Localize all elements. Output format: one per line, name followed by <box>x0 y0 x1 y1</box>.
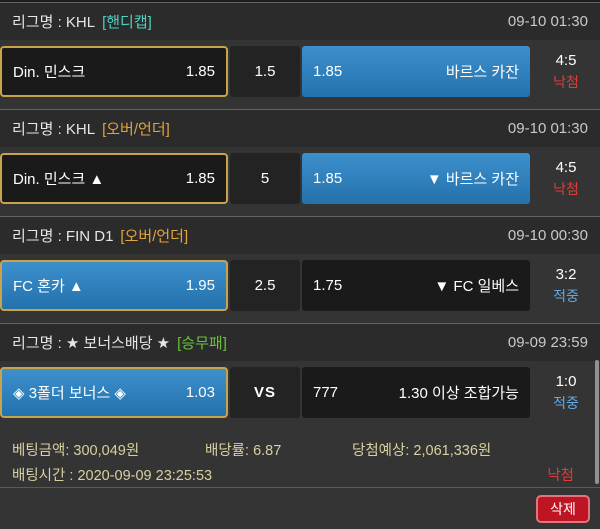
away-team-name: ▼ 바르스 카잔 <box>426 171 519 188</box>
match-datetime: 09-10 01:30 <box>507 120 588 137</box>
line-cell[interactable]: 2.5 <box>230 260 300 311</box>
score: 3:2 <box>555 265 577 283</box>
away-pick-cell[interactable]: 1.85 ▼ 바르스 카잔 <box>302 153 530 204</box>
away-team-name: ▼ FC 일베스 <box>434 278 519 295</box>
bet-section-1: 리그명 : KHL [핸디캡] 09-10 01:30 Din. 민스크 1.8… <box>0 2 600 99</box>
line-value: 1.5 <box>254 63 276 80</box>
line-cell[interactable]: 1.5 <box>230 46 300 97</box>
match-datetime: 09-09 23:59 <box>507 334 588 351</box>
match-row: ◈ 3폴더 보너스 ◈ 1.03 VS 777 1.30 이상 조합가능 1:0… <box>0 365 600 420</box>
home-odds: 1.85 <box>185 170 215 187</box>
overall-result-badge: 낙첨 <box>547 468 574 484</box>
result-badge: 적중 <box>553 394 579 411</box>
match-datetime: 09-10 01:30 <box>507 13 588 30</box>
home-team-name: Din. 민스크 <box>13 64 86 81</box>
away-odds: 1.85 <box>313 63 343 80</box>
home-pick-cell[interactable]: Din. 민스크 ▲ 1.85 <box>0 153 228 204</box>
home-team-name: FC 혼카 ▲ <box>13 278 84 295</box>
result-badge: 낙첨 <box>553 73 579 90</box>
home-pick-cell[interactable]: Din. 민스크 1.85 <box>0 46 228 97</box>
away-team-name: 1.30 이상 조합가능 <box>398 385 519 402</box>
league-info: 리그명 : KHL [핸디캡] <box>12 11 152 32</box>
score-cell: 1:0 적중 <box>532 373 600 413</box>
away-odds: 1.85 <box>313 170 343 187</box>
league-name: 리그명 : FIN D1 <box>12 228 114 245</box>
match-row: Din. 민스크 ▲ 1.85 5 1.85 ▼ 바르스 카잔 4:5 낙첨 <box>0 151 600 206</box>
summary-line-1: 베팅금액: 300,049원 배당률: 6.87 당첨예상: 2,061,336… <box>12 437 588 462</box>
score-cell: 3:2 적중 <box>532 266 600 306</box>
match-datetime: 09-10 00:30 <box>507 227 588 244</box>
section-header: 리그명 : KHL [핸디캡] 09-10 01:30 <box>0 2 600 40</box>
league-name: 리그명 : ★ 보너스배당 ★ <box>12 335 171 352</box>
home-odds: 1.85 <box>185 63 215 80</box>
result-badge: 낙첨 <box>553 180 579 197</box>
home-odds: 1.95 <box>185 277 215 294</box>
line-cell: VS <box>230 367 300 418</box>
summary-line-2: 배팅시간 : 2020-09-09 23:25:53 낙첨 <box>12 462 588 487</box>
expected-win: 당첨예상: 2,061,336원 <box>352 443 492 459</box>
match-row: FC 혼카 ▲ 1.95 2.5 1.75 ▼ FC 일베스 3:2 적중 <box>0 258 600 313</box>
home-odds: 1.03 <box>185 384 215 401</box>
line-cell[interactable]: 5 <box>230 153 300 204</box>
home-team-name: ◈ 3폴더 보너스 ◈ <box>13 385 126 402</box>
bet-amount: 베팅금액: 300,049원 <box>12 443 140 459</box>
league-info: 리그명 : ★ 보너스배당 ★ [승무패] <box>12 332 227 353</box>
delete-button[interactable]: 삭제 <box>536 495 590 523</box>
away-pick-cell[interactable]: 1.85 바르스 카잔 <box>302 46 530 97</box>
odds-rate: 배당률: 6.87 <box>205 443 282 459</box>
score-cell: 4:5 낙첨 <box>532 52 600 92</box>
line-value: 2.5 <box>254 277 276 294</box>
league-info: 리그명 : KHL [오버/언더] <box>12 118 170 139</box>
away-odds: 1.75 <box>313 277 343 294</box>
score: 4:5 <box>555 51 577 69</box>
away-pick-cell[interactable]: 1.75 ▼ FC 일베스 <box>302 260 530 311</box>
away-pick-cell[interactable]: 777 1.30 이상 조합가능 <box>302 367 530 418</box>
bet-section-2: 리그명 : KHL [오버/언더] 09-10 01:30 Din. 민스크 ▲… <box>0 109 600 206</box>
section-header: 리그명 : ★ 보너스배당 ★ [승무패] 09-09 23:59 <box>0 323 600 361</box>
market-type-tag: [오버/언더] <box>102 121 170 138</box>
section-header: 리그명 : FIN D1 [오버/언더] 09-10 00:30 <box>0 216 600 254</box>
vs-label: VS <box>253 384 276 401</box>
bet-time: 배팅시간 : 2020-09-09 23:25:53 <box>12 468 213 484</box>
market-type-tag: [오버/언더] <box>120 228 189 245</box>
market-type-tag: [핸디캡] <box>102 14 152 31</box>
score: 4:5 <box>555 158 577 176</box>
bet-summary: 베팅금액: 300,049원 배당률: 6.87 당첨예상: 2,061,336… <box>0 430 600 488</box>
footer-bar: 삭제 <box>0 488 600 523</box>
section-header: 리그명 : KHL [오버/언더] 09-10 01:30 <box>0 109 600 147</box>
bet-section-3: 리그명 : FIN D1 [오버/언더] 09-10 00:30 FC 혼카 ▲… <box>0 216 600 313</box>
score-cell: 4:5 낙첨 <box>532 159 600 199</box>
line-value: 5 <box>260 170 270 187</box>
market-type-tag: [승무패] <box>177 335 227 352</box>
league-info: 리그명 : FIN D1 [오버/언더] <box>12 225 188 246</box>
home-pick-cell[interactable]: FC 혼카 ▲ 1.95 <box>0 260 228 311</box>
league-name: 리그명 : KHL <box>12 121 96 138</box>
league-name: 리그명 : KHL <box>12 14 96 31</box>
scrollbar-thumb[interactable] <box>595 360 599 484</box>
match-row: Din. 민스크 1.85 1.5 1.85 바르스 카잔 4:5 낙첨 <box>0 44 600 99</box>
home-pick-cell[interactable]: ◈ 3폴더 보너스 ◈ 1.03 <box>0 367 228 418</box>
bet-section-4: 리그명 : ★ 보너스배당 ★ [승무패] 09-09 23:59 ◈ 3폴더 … <box>0 323 600 420</box>
away-team-name: 바르스 카잔 <box>445 64 519 81</box>
away-odds: 777 <box>313 384 339 401</box>
home-team-name: Din. 민스크 ▲ <box>13 171 105 188</box>
score: 1:0 <box>555 372 577 390</box>
result-badge: 적중 <box>553 287 579 304</box>
